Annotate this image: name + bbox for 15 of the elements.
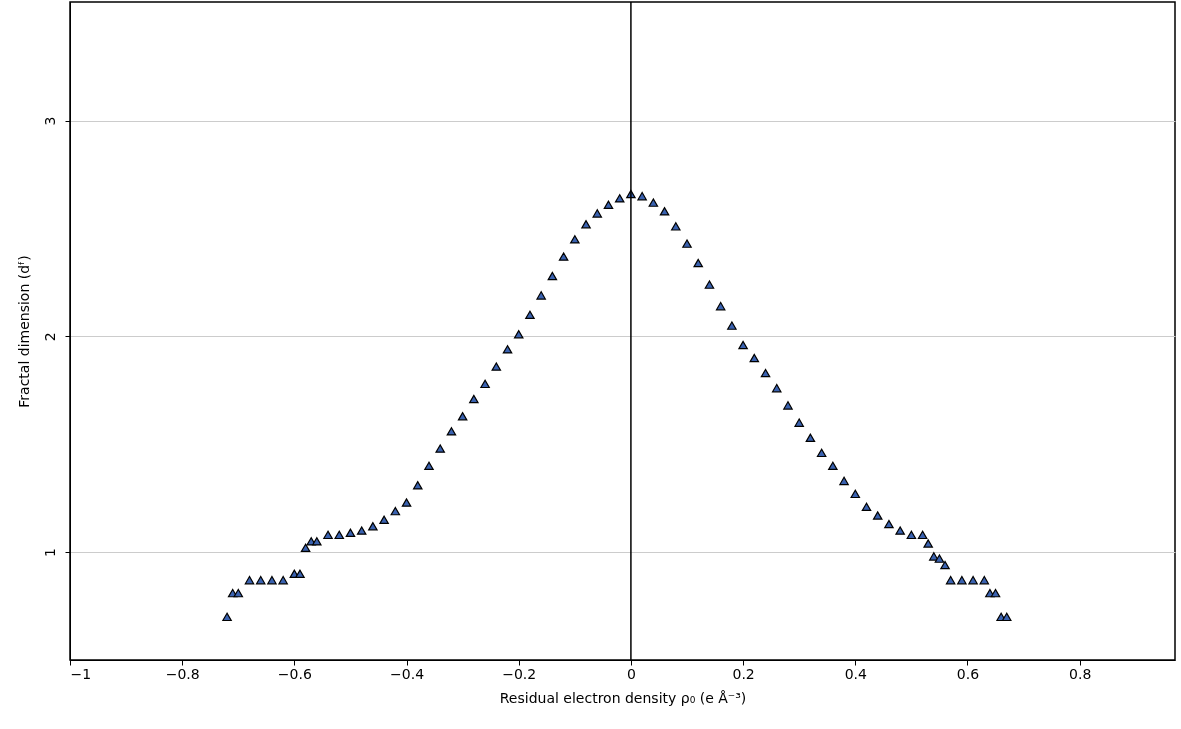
x-tick-label: 0.2 xyxy=(732,665,755,682)
x-tick-label: 0.4 xyxy=(844,665,867,682)
x-axis-title: Residual electron density ρ₀ (e Å⁻³) xyxy=(499,689,747,706)
x-tick-label: −0.8 xyxy=(165,665,200,682)
y-tick-label: 3 xyxy=(41,116,58,126)
x-tick-label: 0 xyxy=(626,665,636,682)
y-axis-title: Fractal dimension (dᶠ) xyxy=(15,255,32,408)
x-tick-label: −0.6 xyxy=(277,665,312,682)
y-tick-label: 1 xyxy=(41,548,58,558)
y-tick-label: 2 xyxy=(41,332,58,342)
x-tick-label: −0.2 xyxy=(502,665,537,682)
x-tick-label: 0.8 xyxy=(1069,665,1092,682)
x-tick-label: −0.4 xyxy=(390,665,425,682)
x-tick-label: 0.6 xyxy=(956,665,980,682)
x-tick-label: −1 xyxy=(70,665,92,682)
